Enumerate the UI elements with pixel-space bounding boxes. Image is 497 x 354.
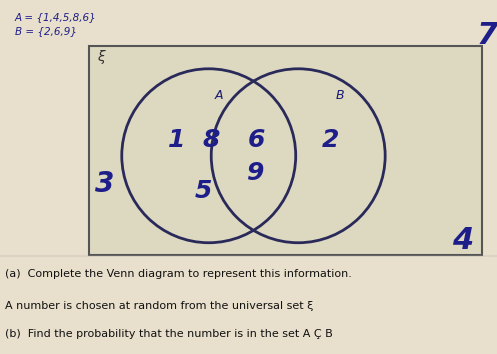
Text: 8: 8 bbox=[203, 128, 220, 152]
Text: B: B bbox=[336, 88, 345, 102]
Text: 5: 5 bbox=[195, 179, 212, 203]
Text: (b)  Find the probability that the number is in the set A Ç B: (b) Find the probability that the number… bbox=[5, 329, 332, 339]
Text: 9: 9 bbox=[248, 161, 264, 185]
Text: A: A bbox=[214, 88, 223, 102]
Text: (a)  Complete the Venn diagram to represent this information.: (a) Complete the Venn diagram to represe… bbox=[5, 269, 352, 279]
Bar bbox=[89, 46, 482, 255]
Text: 7: 7 bbox=[477, 21, 497, 50]
Text: A number is chosen at random from the universal set ξ: A number is chosen at random from the un… bbox=[5, 301, 313, 311]
Text: 3: 3 bbox=[95, 170, 114, 198]
Text: 6: 6 bbox=[248, 128, 264, 152]
Text: 1: 1 bbox=[168, 128, 185, 152]
Text: B = {2,6,9}: B = {2,6,9} bbox=[15, 27, 77, 36]
Text: ξ: ξ bbox=[97, 50, 105, 64]
Text: A = {1,4,5,8,6}: A = {1,4,5,8,6} bbox=[15, 12, 96, 22]
Text: 4: 4 bbox=[452, 226, 473, 255]
Text: 2: 2 bbox=[322, 128, 339, 152]
